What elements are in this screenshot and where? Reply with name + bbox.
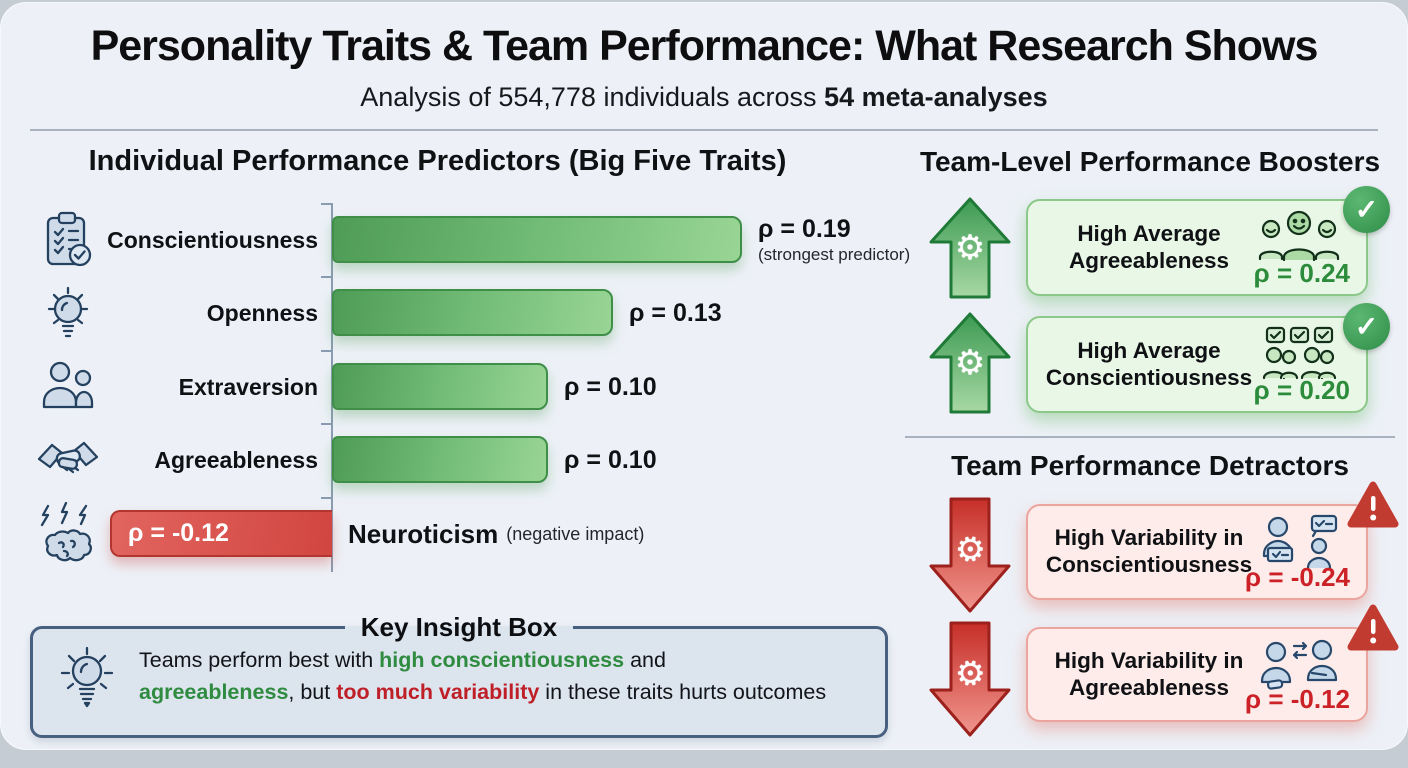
axis-tick [321, 350, 331, 352]
bar-extraversion [332, 363, 548, 410]
bar-openness [332, 289, 613, 336]
insight-text: Teams perform best with high conscientio… [139, 647, 827, 704]
axis-tick [321, 203, 331, 205]
lightbulb-icon [36, 281, 100, 345]
up-arrow-gear-icon: ⚙ [928, 311, 1012, 415]
rho-note: (strongest predictor) [758, 245, 911, 264]
axis-tick [321, 423, 331, 425]
card-title-line: Agreeableness [1068, 674, 1230, 700]
gear-icon: ⚙ [954, 344, 986, 382]
trait-label: Agreeableness [154, 446, 318, 473]
handshake-icon [36, 428, 100, 492]
bar-conscientiousness [332, 216, 742, 263]
key-insight-box: Key Insight Box Teams perform best with … [30, 612, 888, 738]
warning-badge-icon [1347, 604, 1399, 652]
trait-label: Extraversion [178, 373, 318, 400]
individual-predictors-heading: Individual Performance Predictors (Big F… [88, 145, 787, 177]
chart-row-conscientiousness: Conscientiousness ρ = 0.19 (strongest pr… [30, 203, 910, 277]
card-title-line: Agreeableness [1068, 247, 1230, 273]
checklist-clipboard-icon [36, 208, 100, 272]
chart-row-extraversion: Extraversion ρ = 0.10 [30, 350, 900, 424]
key-insight-title: Key Insight Box [360, 612, 558, 642]
rho-value: ρ = 0.10 [564, 445, 657, 474]
right-column-divider [905, 436, 1395, 438]
page-title: Personality Traits & Team Performance: W… [90, 22, 1319, 70]
down-arrow-broken-gear-icon: ⚙ [928, 620, 1012, 738]
bar-value-label: ρ = 0.10 [564, 350, 657, 424]
detractor-card-agreeableness: High Variability in Agreeableness ρ = -0… [1026, 627, 1368, 722]
card-title-line: Conscientiousness [1045, 552, 1253, 577]
rho-value: ρ = 0.19 [758, 215, 851, 243]
card-title-line: High Average [1077, 337, 1221, 363]
header-divider [30, 129, 1378, 131]
card-title: High Variability in Conscientiousness [1040, 506, 1258, 598]
card-title-line: High Average [1077, 220, 1221, 246]
detractors-heading: Team Performance Detractors [951, 450, 1349, 481]
trait-label: Conscientiousness [107, 226, 318, 253]
trait-label-neuroticism: Neuroticism (negative impact) [348, 497, 644, 571]
subtitle-bold-text: 54 meta-analyses [824, 82, 1048, 112]
rho-value: ρ = 0.13 [629, 298, 722, 327]
card-title: High Average Agreeableness [1040, 201, 1258, 294]
card-rho-value: ρ = 0.20 [1253, 375, 1350, 405]
insight-lightbulb-icon [59, 643, 115, 709]
booster-card-agreeableness: High Average Agreeableness ρ = 0.24 [1026, 199, 1368, 296]
mismatched-workers-icon [1256, 514, 1344, 570]
trait-label: Neuroticism [348, 518, 499, 549]
check-badge-icon: ✓ [1343, 303, 1390, 350]
subtitle-text: Analysis of 554,778 individuals across [360, 82, 825, 112]
rho-value-negative: ρ = -0.12 [128, 519, 229, 547]
chart-row-openness: Openness ρ = 0.13 [30, 276, 900, 350]
axis-tick [321, 497, 331, 499]
stressed-brain-icon [36, 502, 100, 566]
two-people-icon [36, 355, 100, 419]
card-title-line: High Variability in [1054, 647, 1244, 673]
smiling-team-icon [1256, 209, 1344, 261]
check-badge-icon: ✓ [1343, 186, 1390, 233]
warning-badge-icon [1347, 481, 1399, 529]
card-title: High Average Conscientiousness [1040, 318, 1258, 411]
up-arrow-gear-icon: ⚙ [928, 196, 1012, 300]
rho-value: ρ = 0.10 [564, 372, 657, 401]
trait-label: Openness [206, 299, 318, 326]
bar-value-label: ρ = 0.19 (strongest predictor) [758, 203, 910, 277]
gear-icon: ⚙ [954, 229, 986, 267]
down-arrow-broken-gear-icon: ⚙ [928, 496, 1012, 614]
card-rho-value: ρ = 0.24 [1253, 258, 1350, 288]
booster-card-conscientiousness: High Average Conscientiousness ρ = 0.20 [1026, 316, 1368, 413]
team-checklist-icon [1256, 326, 1344, 380]
detractor-card-conscientiousness: High Variability in Conscientiousness ρ … [1026, 504, 1368, 600]
rho-note: (negative impact) [506, 523, 645, 544]
card-title-line: Conscientiousness [1045, 364, 1253, 390]
card-title-line: High Variability in [1054, 525, 1244, 551]
bar-neuroticism: ρ = -0.12 [110, 510, 332, 557]
chart-row-agreeableness: Agreeableness ρ = 0.10 [30, 423, 900, 497]
bar-value-label: ρ = 0.10 [564, 423, 657, 497]
axis-tick [321, 276, 331, 278]
chart-row-neuroticism: ρ = -0.12 Neuroticism (negative impact) [30, 497, 900, 575]
people-exchange-icon [1256, 637, 1344, 690]
page-subtitle: Analysis of 554,778 individuals across 5… [0, 82, 1408, 113]
card-rho-value: ρ = -0.24 [1245, 562, 1350, 592]
big-five-bar-chart: Conscientiousness ρ = 0.19 (strongest pr… [30, 203, 910, 578]
bar-value-label: ρ = 0.13 [629, 276, 722, 350]
card-rho-value: ρ = -0.12 [1245, 684, 1350, 714]
card-title: High Variability in Agreeableness [1040, 629, 1258, 720]
boosters-heading: Team-Level Performance Boosters [919, 146, 1381, 177]
bar-agreeableness [332, 436, 548, 483]
